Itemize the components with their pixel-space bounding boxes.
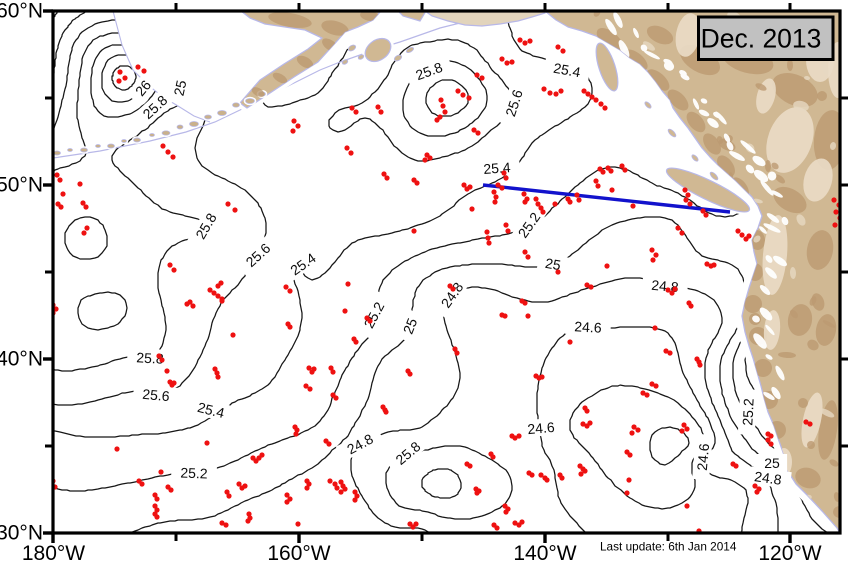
svg-text:25.6: 25.6 <box>142 386 171 404</box>
svg-text:Dec. 2013: Dec. 2013 <box>701 24 822 54</box>
svg-text:25.4: 25.4 <box>552 60 582 81</box>
svg-text:120°W: 120°W <box>758 542 821 564</box>
svg-text:25.2: 25.2 <box>180 465 208 482</box>
svg-text:25.8: 25.8 <box>136 349 164 366</box>
svg-text:25: 25 <box>764 455 780 471</box>
svg-text:40°N: 40°N <box>0 348 43 371</box>
svg-text:25.2: 25.2 <box>739 398 756 426</box>
svg-text:24.8: 24.8 <box>753 468 782 488</box>
svg-text:25.4: 25.4 <box>196 399 227 421</box>
svg-text:24.6: 24.6 <box>527 419 556 437</box>
svg-text:Last update: 6th Jan 2014: Last update: 6th Jan 2014 <box>600 540 737 554</box>
svg-text:25.4: 25.4 <box>483 159 512 177</box>
svg-text:30°N: 30°N <box>0 522 43 545</box>
svg-text:160°W: 160°W <box>267 542 330 564</box>
svg-text:180°W: 180°W <box>22 542 85 564</box>
svg-text:24.6: 24.6 <box>574 318 602 335</box>
svg-text:24.6: 24.6 <box>694 443 712 472</box>
svg-text:140°W: 140°W <box>513 542 576 564</box>
svg-text:25: 25 <box>400 316 421 337</box>
svg-text:60°N: 60°N <box>0 0 43 23</box>
svg-text:24.8: 24.8 <box>651 277 680 295</box>
svg-text:50°N: 50°N <box>0 174 43 197</box>
svg-text:25: 25 <box>171 79 190 98</box>
svg-text:25: 25 <box>544 255 562 273</box>
